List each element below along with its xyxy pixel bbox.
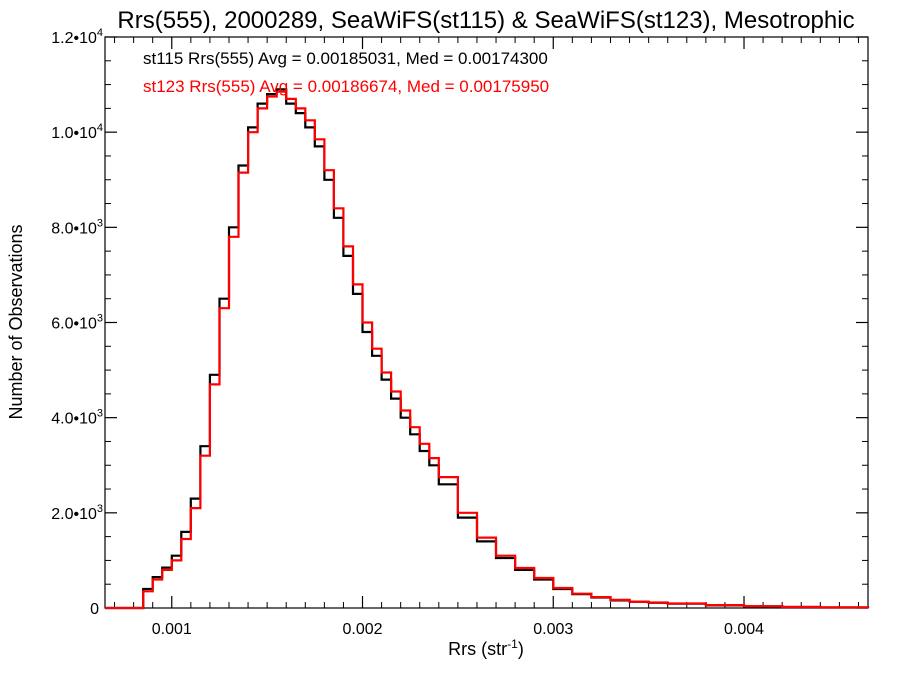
x-tick-label-1: 0.002 [342, 621, 382, 638]
y-tick-label-6: 1.2•104 [51, 27, 103, 47]
y-tick-label-5: 1.0•104 [51, 122, 103, 142]
series-group [105, 88, 870, 610]
series-st123-line [105, 90, 870, 610]
x-tick-label-0: 0.001 [152, 621, 192, 638]
x-axis-label-base: Rrs (str [448, 639, 507, 659]
y-tick-label-4: 8.0•103 [51, 217, 103, 237]
y-axis-label: Number of Observations [6, 224, 26, 419]
y-tick-label-0: 0 [90, 601, 99, 618]
x-axis-label: Rrs (str-1) [448, 637, 524, 659]
y-tick-label-3: 6.0•103 [51, 313, 103, 333]
chart-title: Rrs(555), 2000289, SeaWiFS(st115) & SeaW… [117, 7, 854, 34]
legend: st115 Rrs(555) Avg = 0.00185031, Med = 0… [143, 49, 549, 96]
x-axis: 0.001 0.002 0.003 0.004 [114, 37, 859, 638]
x-axis-label-exponent: -1 [507, 637, 518, 651]
x-axis-label-close: ) [518, 639, 524, 659]
y-tick-label-2: 4.0•103 [51, 408, 103, 428]
legend-entry-st115: st115 Rrs(555) Avg = 0.00185031, Med = 0… [143, 49, 548, 68]
legend-entry-st123: st123 Rrs(555) Avg = 0.00186674, Med = 0… [143, 77, 549, 96]
x-tick-label-2: 0.003 [533, 621, 573, 638]
y-tick-label-1: 2.0•103 [51, 503, 103, 523]
x-tick-label-3: 0.004 [724, 621, 764, 638]
y-axis: 0 2.0•103 4.0•103 6.0•103 8.0•103 1.0•104 1.2•… [51, 27, 868, 618]
